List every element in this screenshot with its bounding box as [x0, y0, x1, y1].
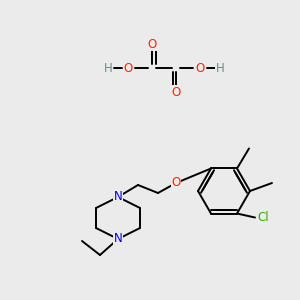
- Text: Cl: Cl: [257, 211, 269, 224]
- Text: H: H: [103, 61, 112, 74]
- Text: N: N: [114, 190, 122, 203]
- Text: O: O: [171, 176, 181, 190]
- Text: N: N: [114, 232, 122, 245]
- Text: O: O: [171, 85, 181, 98]
- Text: O: O: [123, 61, 133, 74]
- Text: H: H: [216, 61, 224, 74]
- Text: O: O: [147, 38, 157, 50]
- Text: O: O: [195, 61, 205, 74]
